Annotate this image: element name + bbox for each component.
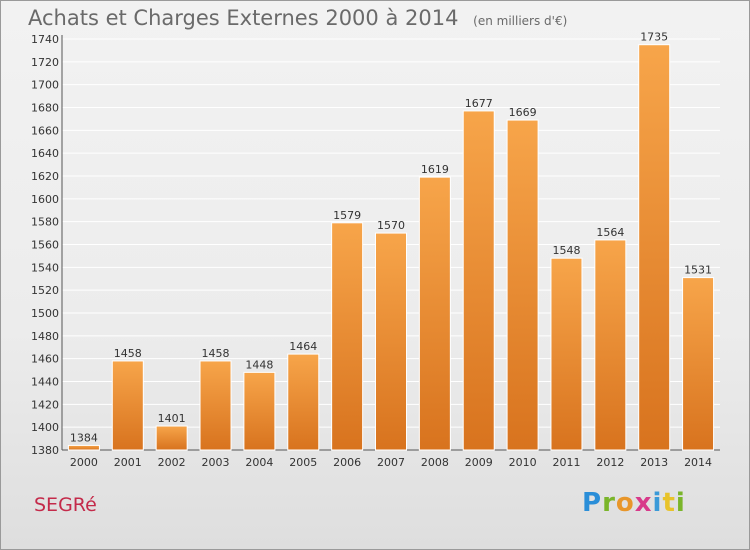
bar-2006 xyxy=(331,222,364,451)
y-tick-label: 1700 xyxy=(31,79,59,92)
y-tick-label: 1720 xyxy=(31,56,59,69)
bar-value-label: 1579 xyxy=(333,209,361,222)
bar-2009 xyxy=(462,110,495,451)
bar-value-label: 1735 xyxy=(640,31,668,44)
y-tick-label: 1500 xyxy=(31,307,59,320)
x-tick-label: 2009 xyxy=(465,456,493,469)
bar-2014 xyxy=(682,277,715,451)
bar-value-label: 1384 xyxy=(70,431,98,444)
x-tick-label: 2005 xyxy=(289,456,317,469)
bar-2011 xyxy=(550,257,583,451)
bar-2007 xyxy=(375,232,407,451)
x-tick-label: 2010 xyxy=(509,456,537,469)
y-tick-label: 1660 xyxy=(31,124,59,137)
proxiti-logo: Proxiti xyxy=(582,488,686,518)
y-tick-label: 1440 xyxy=(31,376,59,389)
bar-2012 xyxy=(594,239,627,451)
bar-2010 xyxy=(506,119,539,451)
bar-value-label: 1448 xyxy=(245,358,273,371)
y-tick-label: 1640 xyxy=(31,147,59,160)
bar-value-label: 1401 xyxy=(158,412,186,425)
y-tick-label: 1740 xyxy=(31,33,59,46)
x-tick-label: 2014 xyxy=(684,456,712,469)
bar-value-label: 1564 xyxy=(596,226,624,239)
chart-title: Achats et Charges Externes 2000 à 2014 (… xyxy=(28,6,567,30)
logo-letter: P xyxy=(582,488,603,518)
y-tick-label: 1560 xyxy=(31,239,59,252)
x-tick-label: 2002 xyxy=(158,456,186,469)
logo-letter: x xyxy=(634,488,653,518)
y-tick-label: 1540 xyxy=(31,261,59,274)
bar-value-label: 1531 xyxy=(684,264,712,277)
chart-title-text: Achats et Charges Externes 2000 à 2014 xyxy=(28,6,459,30)
bar-value-label: 1669 xyxy=(509,106,537,119)
bar-value-label: 1458 xyxy=(202,347,230,360)
bar-value-label: 1464 xyxy=(289,340,317,353)
bar-2004 xyxy=(243,371,276,451)
x-tick-label: 2000 xyxy=(70,456,98,469)
bar-2008 xyxy=(418,176,451,451)
bar-2001 xyxy=(111,360,144,451)
y-tick-label: 1400 xyxy=(31,421,59,434)
x-tick-label: 2006 xyxy=(333,456,361,469)
x-tick-label: 2001 xyxy=(114,456,142,469)
bar-value-label: 1570 xyxy=(377,219,405,232)
y-tick-label: 1480 xyxy=(31,330,59,343)
bar-2005 xyxy=(287,353,320,451)
commune-name: SEGRé xyxy=(34,494,97,516)
x-tick-label: 2003 xyxy=(202,456,230,469)
x-tick-label: 2004 xyxy=(245,456,273,469)
y-tick-label: 1600 xyxy=(31,193,59,206)
bar-value-label: 1677 xyxy=(465,97,493,110)
y-tick-label: 1680 xyxy=(31,102,59,115)
bar-value-label: 1548 xyxy=(552,244,580,257)
y-tick-label: 1380 xyxy=(31,444,59,457)
x-tick-label: 2008 xyxy=(421,456,449,469)
logo-letter: i xyxy=(652,488,663,518)
logo-letter: r xyxy=(602,488,616,518)
bar-2013 xyxy=(638,44,671,451)
y-tick-label: 1520 xyxy=(31,284,59,297)
x-tick-label: 2013 xyxy=(640,456,668,469)
bar-2003 xyxy=(199,360,232,451)
logo-letter: o xyxy=(615,488,635,518)
bar-value-label: 1619 xyxy=(421,163,449,176)
x-tick-label: 2011 xyxy=(552,456,580,469)
y-tick-label: 1580 xyxy=(31,216,59,229)
chart-unit: (en milliers d'€) xyxy=(473,14,568,28)
bar-2002 xyxy=(155,425,188,451)
y-tick-label: 1460 xyxy=(31,353,59,366)
bar-2000 xyxy=(67,444,100,451)
y-tick-label: 1420 xyxy=(31,398,59,411)
x-tick-label: 2012 xyxy=(596,456,624,469)
logo-letter: t xyxy=(662,488,676,518)
logo-letter: i xyxy=(675,488,686,518)
x-tick-label: 2007 xyxy=(377,456,405,469)
y-tick-label: 1620 xyxy=(31,170,59,183)
bar-value-label: 1458 xyxy=(114,347,142,360)
